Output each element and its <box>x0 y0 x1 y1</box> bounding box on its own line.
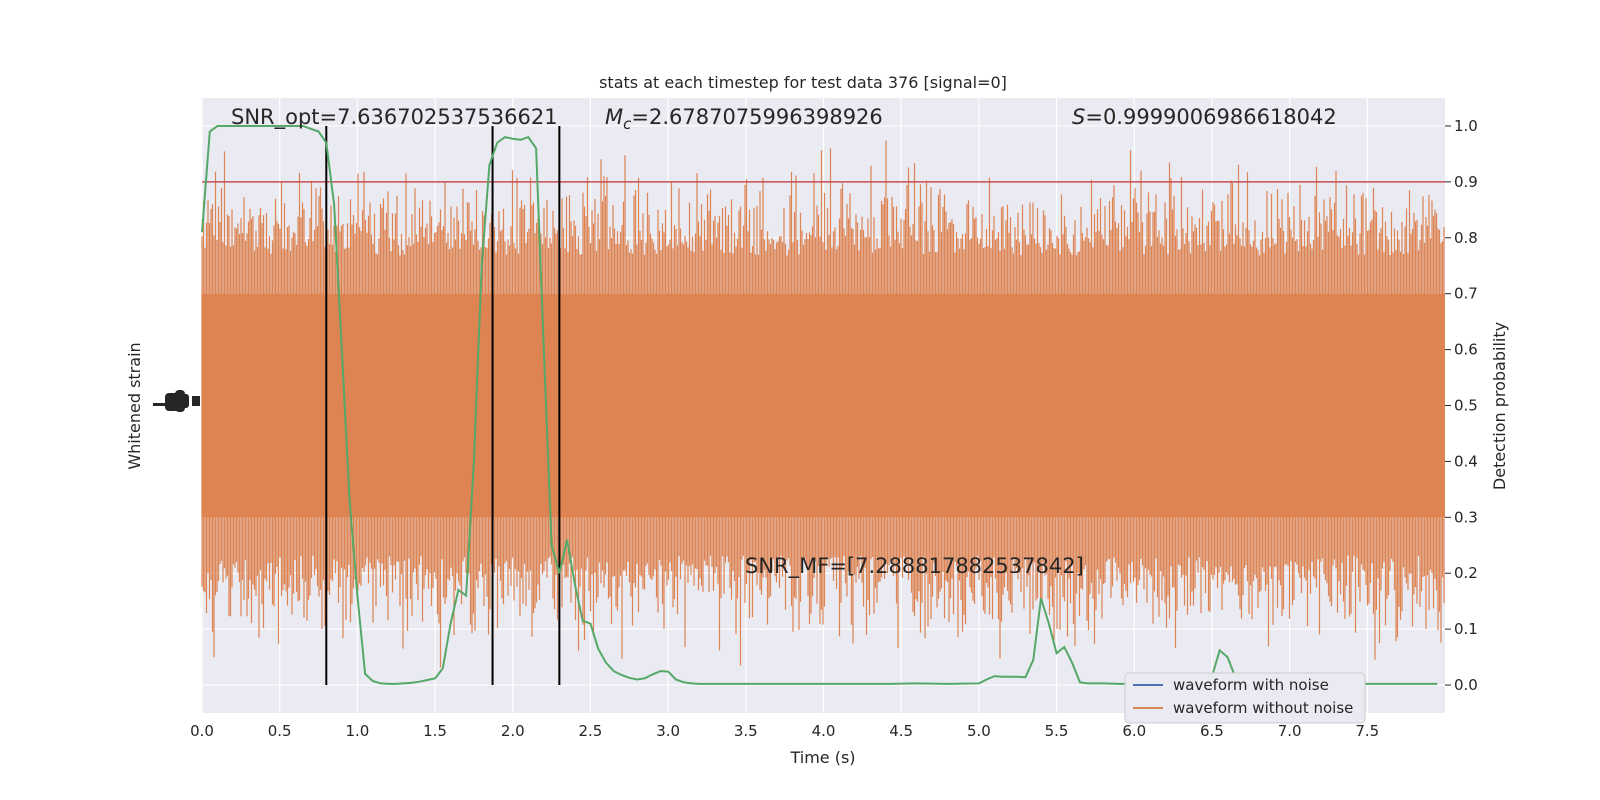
y-right-tick-label: 0.5 <box>1454 397 1478 415</box>
mc-annotation: Mc=2.6787075996398926 <box>605 105 883 133</box>
y-right-tick-label: 0.8 <box>1454 229 1478 247</box>
y-right-tick-label: 0.6 <box>1454 341 1478 359</box>
y-right-tick-label: 0.7 <box>1454 285 1478 303</box>
x-tick-label: 7.5 <box>1355 722 1379 740</box>
x-tick-label: 5.5 <box>1045 722 1069 740</box>
legend-label-with-noise: waveform with noise <box>1173 676 1329 694</box>
y-right-tick-label: 0.9 <box>1454 173 1478 191</box>
x-tick-label: 6.0 <box>1122 722 1146 740</box>
noise-spikes <box>201 140 1445 668</box>
x-tick-label: 4.0 <box>812 722 836 740</box>
x-tick-label: 4.5 <box>889 722 913 740</box>
x-ticks: 0.0 0.5 1.0 1.5 2.0 2.5 3.0 3.5 4.0 4.5 5.0 5.5 6.0 6… <box>190 722 1379 740</box>
x-axis-label: Time (s) <box>789 748 855 767</box>
y-right-tick-label: 0.0 <box>1454 676 1478 694</box>
y-right-ticks: 0.0 0.1 0.2 0.3 0.4 0.5 0.6 0.7 0.8 0.9 1.0 <box>1445 117 1478 694</box>
vertical-markers <box>325 125 561 686</box>
y-right-tick-label: 0.4 <box>1454 452 1478 470</box>
left-axis-clutter <box>153 390 200 412</box>
probability-curve <box>201 125 1438 685</box>
snr-opt-annotation: SNR_opt=7.636702537536621 <box>231 105 558 130</box>
noise-waveform <box>201 140 1445 668</box>
y-right-tick-label: 1.0 <box>1454 117 1478 135</box>
y-right-tick-label: 0.1 <box>1454 620 1478 638</box>
chart-title: stats at each timestep for test data 376… <box>599 73 1007 92</box>
x-tick-label: 2.0 <box>501 722 525 740</box>
x-tick-label: 1.0 <box>345 722 369 740</box>
legend-box <box>1124 672 1366 724</box>
y-left-axis-label: Whitened strain <box>125 342 144 469</box>
s-value: =0.9999006986618042 <box>1085 105 1336 129</box>
x-tick-label: 5.0 <box>967 722 991 740</box>
mc-symbol: M <box>605 105 623 129</box>
mc-value: =2.6787075996398926 <box>631 105 882 129</box>
s-symbol: S <box>1072 105 1085 129</box>
x-tick-label: 3.0 <box>656 722 680 740</box>
y-right-axis-label: Detection probability <box>1490 322 1509 490</box>
snr-mf-annotation: SNR_MF=[7.288817882537842] <box>745 554 1084 579</box>
legend-label-without-noise: waveform without noise <box>1173 699 1353 717</box>
x-tick-label: 0.0 <box>190 722 214 740</box>
y-right-tick-label: 0.3 <box>1454 508 1478 526</box>
legend: waveform with noise waveform without noi… <box>1124 672 1366 724</box>
x-tick-label: 2.5 <box>579 722 603 740</box>
x-tick-label: 6.5 <box>1200 722 1224 740</box>
mc-subscript: c <box>623 115 632 133</box>
x-tick-label: 0.5 <box>268 722 292 740</box>
x-tick-label: 7.0 <box>1278 722 1302 740</box>
x-tick-label: 3.5 <box>734 722 758 740</box>
y-right-tick-label: 0.2 <box>1454 564 1478 582</box>
s-annotation: S=0.9999006986618042 <box>1072 105 1337 129</box>
detection-probability-line <box>201 125 1438 685</box>
x-tick-label: 1.5 <box>423 722 447 740</box>
